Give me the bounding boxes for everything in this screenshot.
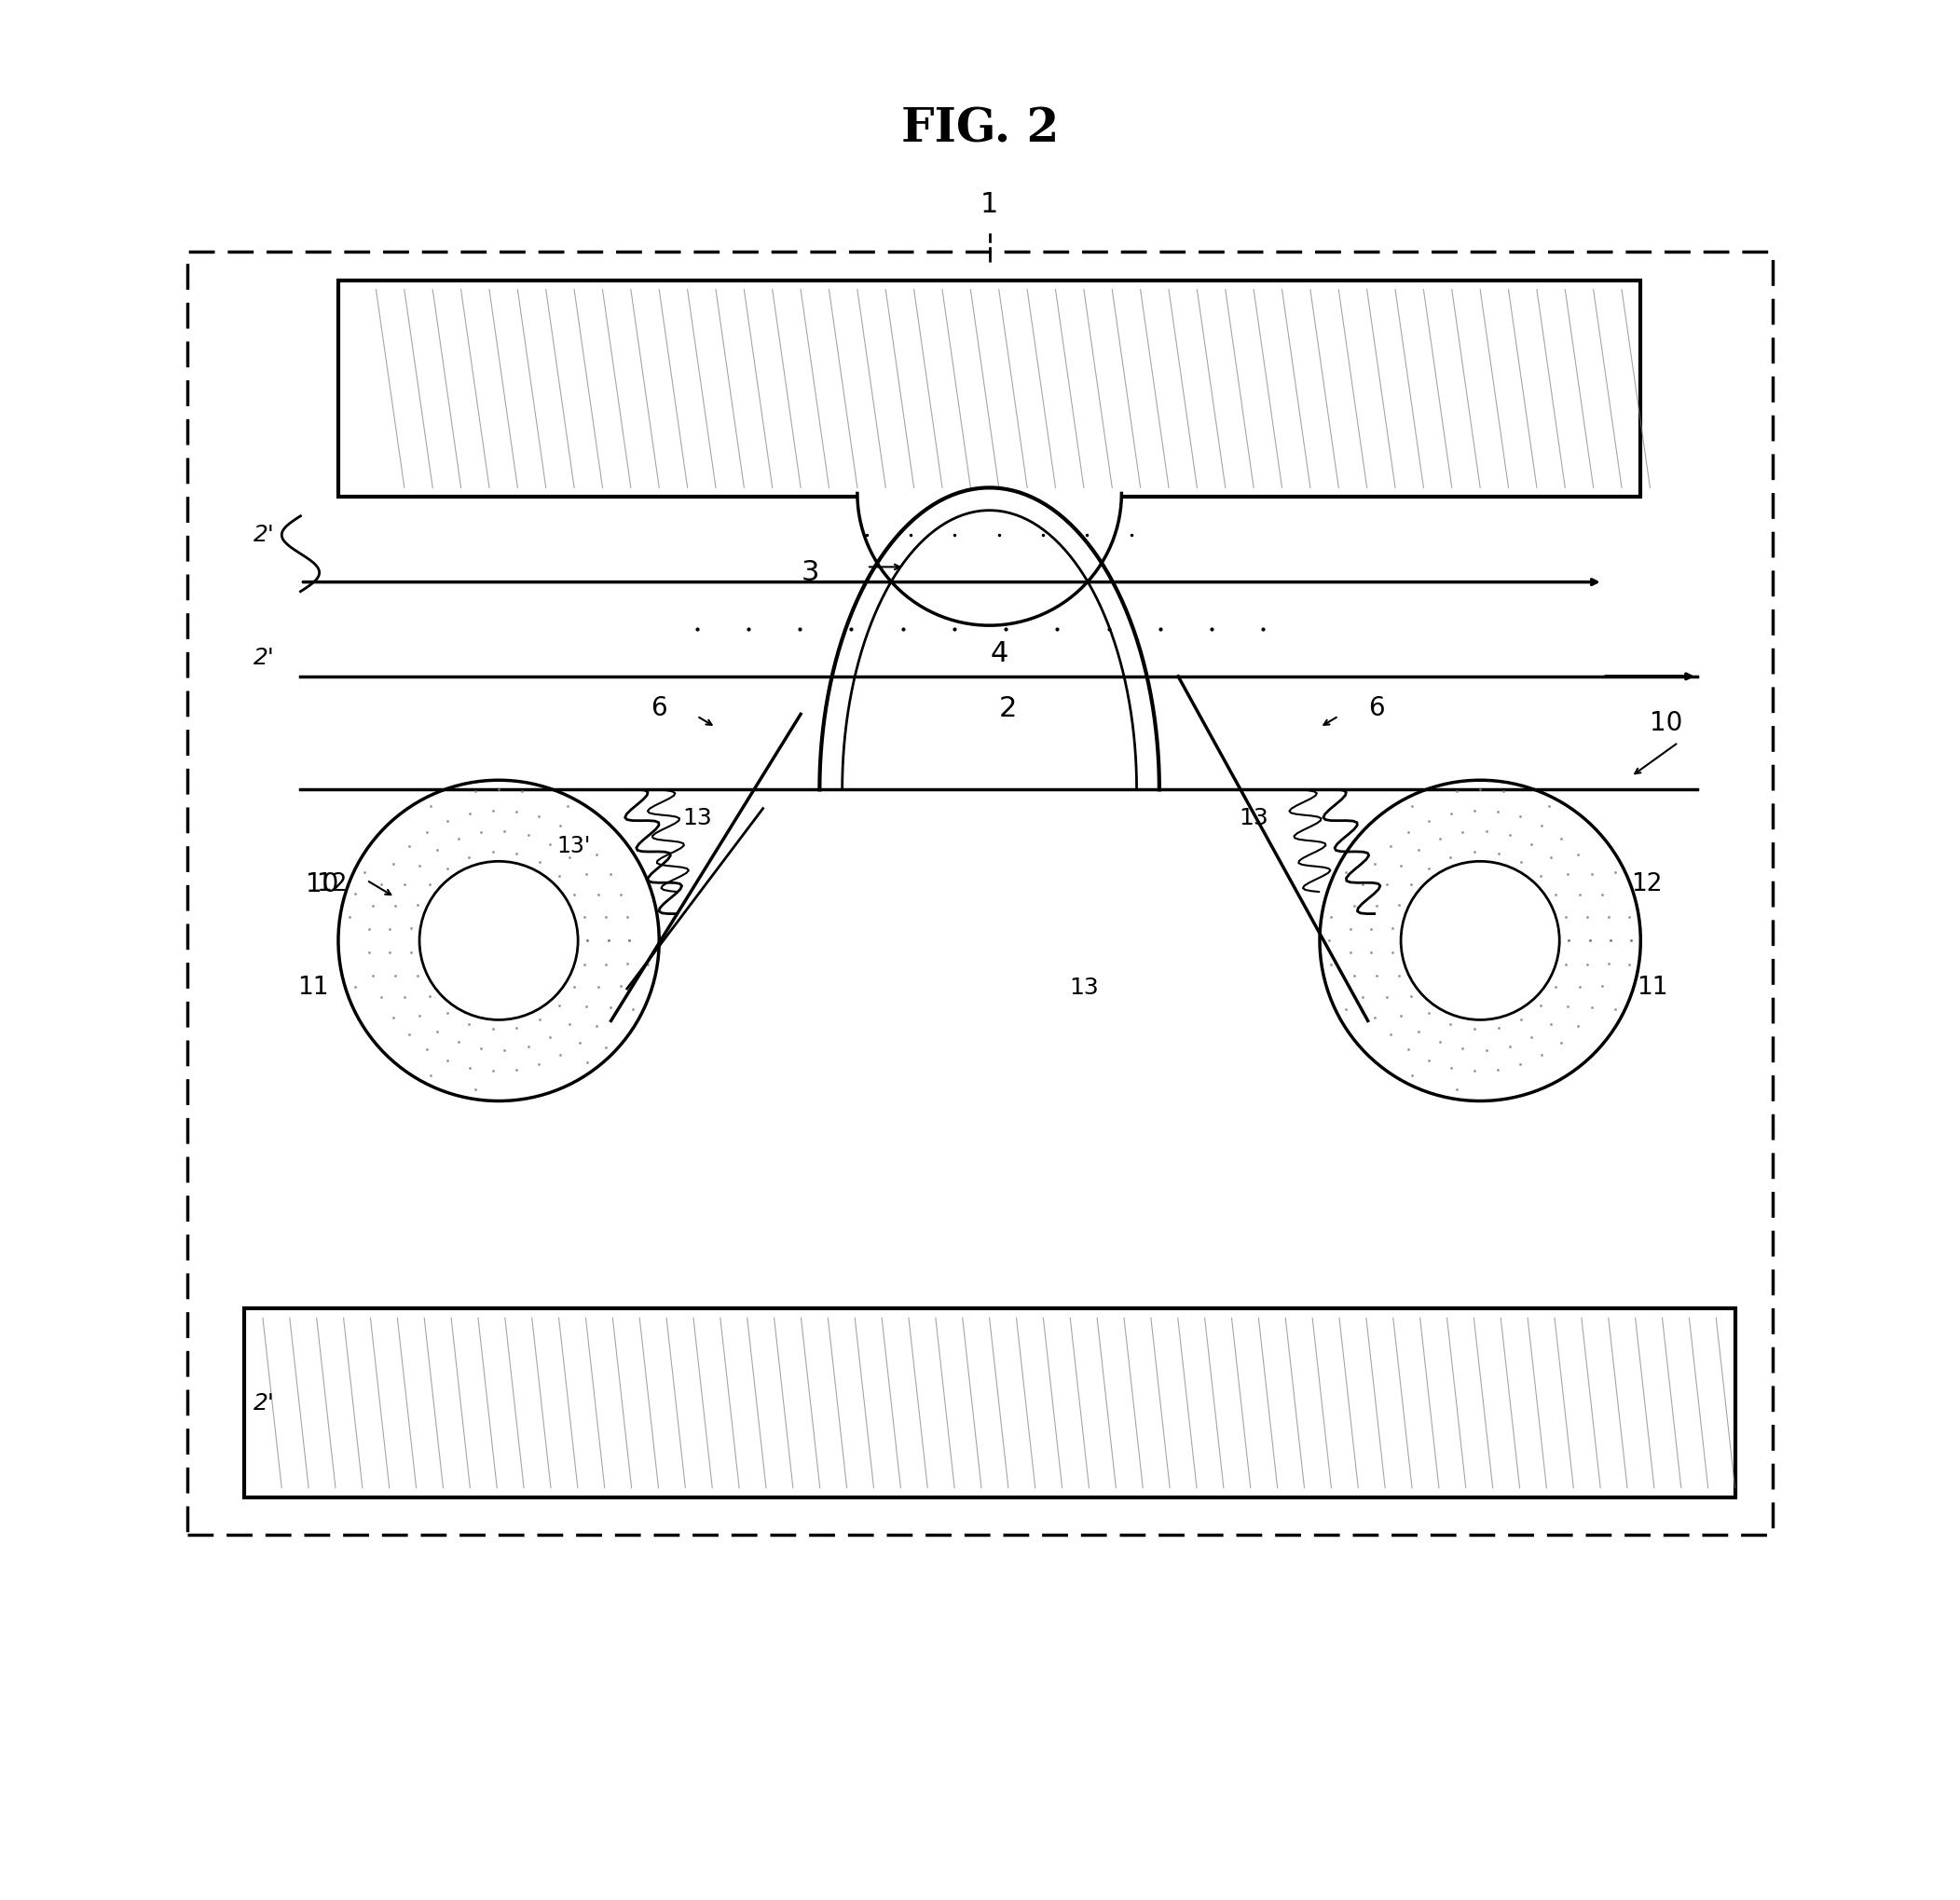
Polygon shape <box>857 494 1121 625</box>
Text: 3: 3 <box>802 559 819 585</box>
Text: 13: 13 <box>1068 977 1100 999</box>
Circle shape <box>419 861 578 1020</box>
Text: 6: 6 <box>651 695 666 722</box>
Circle shape <box>1319 781 1641 1100</box>
Text: 11: 11 <box>298 975 329 999</box>
Text: 13: 13 <box>682 808 711 828</box>
Circle shape <box>339 781 659 1100</box>
Text: 2': 2' <box>253 524 274 545</box>
Bar <box>243 1309 1735 1497</box>
Text: 6: 6 <box>1368 695 1384 722</box>
Text: 11: 11 <box>1637 975 1668 999</box>
Text: 10: 10 <box>306 870 339 897</box>
Circle shape <box>1401 861 1560 1020</box>
Text: 13': 13' <box>557 834 592 857</box>
Text: 2: 2 <box>1000 695 1017 722</box>
Text: FIG. 2: FIG. 2 <box>902 106 1058 152</box>
Text: 12: 12 <box>316 872 347 897</box>
Text: 2': 2' <box>253 1391 274 1414</box>
Text: 2': 2' <box>253 646 274 669</box>
Text: 13: 13 <box>1239 808 1268 828</box>
Text: 12: 12 <box>1631 872 1662 897</box>
Bar <box>339 279 1641 498</box>
Text: 1: 1 <box>980 192 998 219</box>
Text: 10: 10 <box>1650 711 1684 737</box>
Text: 4: 4 <box>990 640 1007 667</box>
Bar <box>188 253 1772 1535</box>
